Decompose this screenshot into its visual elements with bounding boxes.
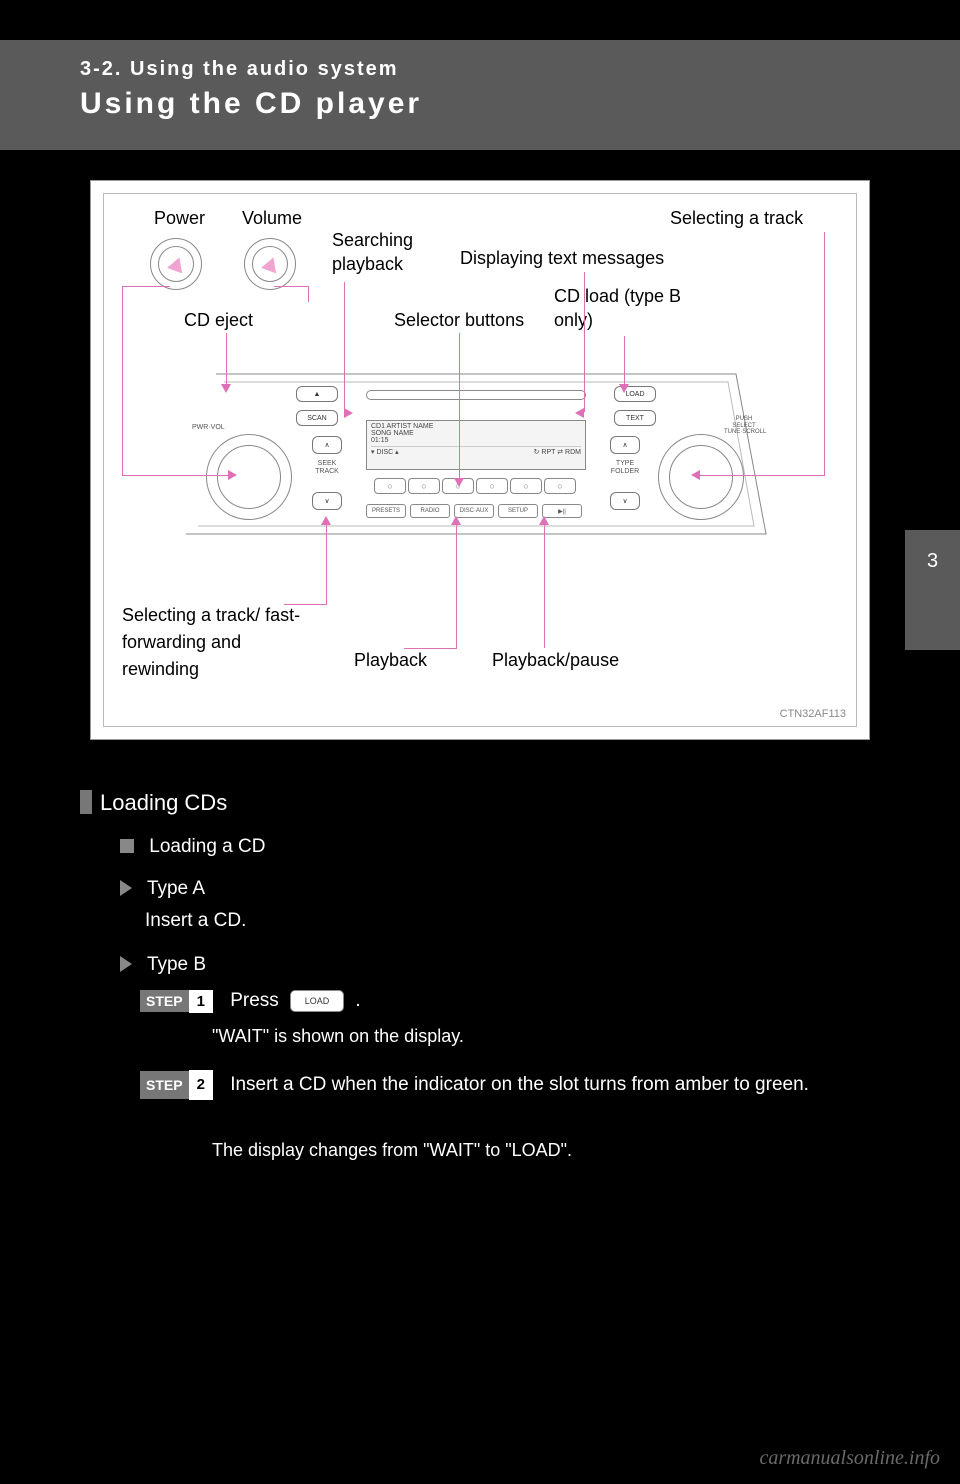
label-power: Power (154, 208, 205, 229)
pwr-vol-text: PWR·VOL (192, 424, 225, 431)
radio-button: RADIO (410, 504, 450, 518)
label-volume: Volume (242, 208, 302, 229)
step-label: STEP (140, 990, 189, 1012)
seek-down: ∨ (312, 492, 342, 510)
label-playback: Playback (354, 650, 427, 671)
volume-knob-icon (244, 238, 296, 290)
seek-track-label: SEEK TRACK (308, 460, 346, 475)
selector-buttons-row: ○○○○○○ (374, 478, 576, 494)
type-up: ∧ (610, 436, 640, 454)
lcd-line3: 01:15 (371, 437, 581, 444)
heading-loading-cds: Loading CDs (100, 790, 880, 816)
load-button-inline: LOAD (290, 990, 344, 1012)
setup-button: SETUP (498, 504, 538, 518)
step-badge-2: STEP2 (140, 1072, 213, 1098)
figure-id: CTN32AF113 (780, 708, 846, 720)
step2-text: Insert a CD when the indicator on the sl… (230, 1070, 830, 1100)
square-bullet-icon (120, 839, 134, 853)
label-playback-pause: Playback/pause (492, 650, 619, 671)
watermark: carmanualsonline.info (759, 1447, 940, 1470)
label-displaying-text: Displaying text messages (460, 248, 664, 269)
seek-up: ∧ (312, 436, 342, 454)
step-badge-1: STEP1 (140, 988, 213, 1014)
label-cd-load: CD load (type B only) (554, 284, 694, 333)
disc-slot (366, 390, 586, 400)
lcd-display: CD1 ARTIST NAME SONG NAME 01:15 ▾ DISC ▴… (366, 420, 586, 470)
type-b-label: Type B (147, 954, 206, 975)
triangle-bullet-icon (120, 956, 132, 972)
label-selecting-track: Selecting a track (670, 208, 803, 229)
step1-text-b: . (355, 990, 360, 1011)
scan-button: SCAN (296, 410, 338, 426)
lcd-line2: SONG NAME (371, 430, 581, 437)
sub-heading: Loading a CD (149, 836, 265, 857)
step-label: STEP (140, 1071, 189, 1099)
type-a-label: Type A (147, 878, 205, 899)
lcd-rpt-rdm: ↻ RPT ⇄ RDM (534, 448, 581, 456)
triangle-bullet-icon (120, 880, 132, 896)
label-selector-buttons: Selector buttons (394, 310, 524, 331)
eject-button: ▲ (296, 386, 338, 402)
text-button: TEXT (614, 410, 656, 426)
presets-button: PRESETS (366, 504, 406, 518)
power-knob-icon (150, 238, 202, 290)
pwr-vol-knob (206, 434, 292, 520)
label-seek-ff-rw: Selecting a track/ fast-forwarding and r… (122, 602, 312, 683)
page-title: Using the CD player (80, 87, 960, 121)
step2-note: The display changes from "WAIT" to "LOAD… (212, 1140, 880, 1161)
tune-scroll-knob (658, 434, 744, 520)
step1-text-a: Press (230, 990, 284, 1011)
type-folder-label: TYPE FOLDER (606, 460, 644, 475)
lcd-line1: CD1 ARTIST NAME (371, 423, 581, 430)
label-cd-eject: CD eject (184, 310, 253, 331)
tune-scroll-text: PUSH SELECT TUNE·SCROLL (724, 416, 764, 436)
bottom-button-row: PRESETS RADIO DISC·AUX SETUP ▶|| (366, 504, 582, 518)
type-a-text: Insert a CD. (145, 910, 880, 932)
step1-note: "WAIT" is shown on the display. (212, 1026, 880, 1047)
diagram-figure: Power Volume Searching playback Displayi… (90, 180, 870, 740)
audio-console: ▲ SCAN LOAD TEXT CD1 ARTIST NAME SONG NA… (176, 364, 776, 574)
chapter-number: 3 (927, 550, 938, 573)
section-number: 3-2. Using the audio system (80, 58, 960, 81)
lcd-disc: ▾ DISC ▴ (371, 448, 399, 456)
label-searching: Searching playback (332, 228, 432, 277)
type-down: ∨ (610, 492, 640, 510)
chapter-tab: 3 (905, 530, 960, 650)
figure-inner: Power Volume Searching playback Displayi… (103, 193, 857, 727)
heading-rule (80, 790, 92, 814)
header-band: 3-2. Using the audio system Using the CD… (0, 40, 960, 150)
